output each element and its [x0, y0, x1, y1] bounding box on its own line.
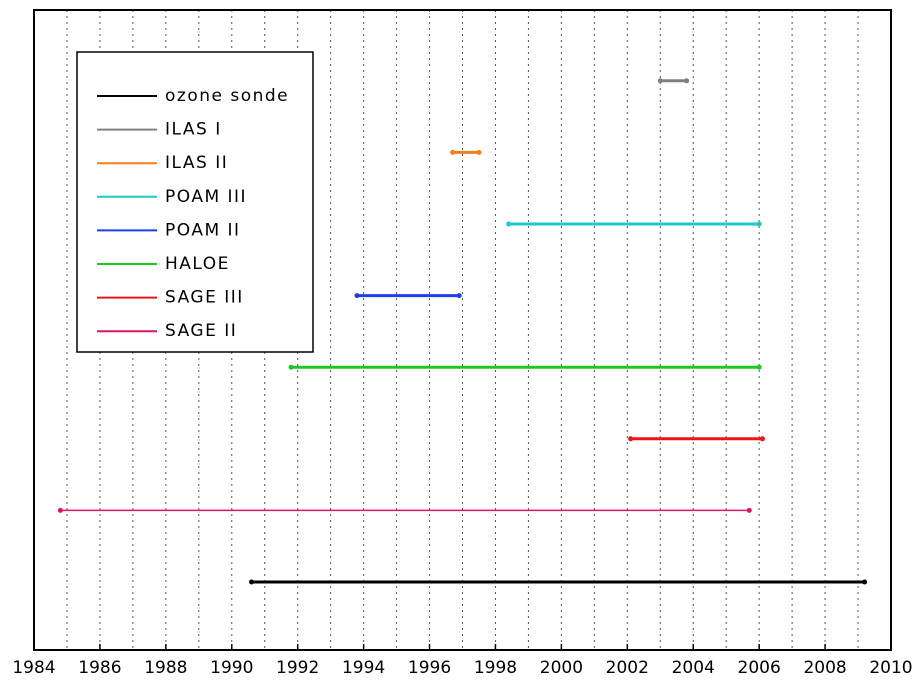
x-tick-label: 2004 [672, 658, 715, 678]
x-tick-label: 2010 [869, 658, 912, 678]
coverage-end [476, 149, 482, 155]
coverage-end [756, 364, 762, 370]
x-tick-label: 1986 [78, 658, 121, 678]
legend-label: ILAS II [165, 153, 228, 173]
legend-label: POAM III [165, 187, 247, 207]
legend-label: ILAS I [165, 120, 222, 140]
coverage-end [862, 579, 868, 585]
coverage-start [657, 78, 663, 84]
coverage-end [684, 78, 690, 84]
plot-frame [33, 9, 892, 651]
x-tick-label: 1988 [144, 658, 187, 678]
coverage-start [628, 436, 634, 442]
x-tick-label: 1996 [408, 658, 451, 678]
x-tick-label: 2008 [803, 658, 846, 678]
coverage-start [288, 364, 294, 370]
x-tick-label: 1992 [276, 658, 319, 678]
coverage-end [756, 221, 762, 227]
legend-label: HALOE [165, 254, 230, 274]
legend-label: ozone sonde [165, 86, 289, 106]
x-tick-label: 2000 [540, 658, 583, 678]
coverage-start [354, 293, 360, 299]
legend-label: SAGE II [165, 321, 237, 341]
x-tick-label: 1990 [210, 658, 253, 678]
legend-label: SAGE III [165, 288, 244, 308]
legend-label: POAM II [165, 220, 241, 240]
x-tick-label: 1998 [474, 658, 517, 678]
coverage-end [759, 436, 765, 442]
coverage-end [746, 507, 752, 513]
x-tick-label: 2006 [738, 658, 781, 678]
x-tick-label: 1994 [342, 658, 385, 678]
coverage-start [506, 221, 512, 227]
x-tick-label: 1984 [12, 658, 55, 678]
coverage-start [249, 579, 255, 585]
x-tick-label: 2002 [606, 658, 649, 678]
legend-box [76, 51, 314, 353]
coverage-start [450, 149, 456, 155]
coverage-end [456, 293, 462, 299]
coverage-start [57, 507, 63, 513]
